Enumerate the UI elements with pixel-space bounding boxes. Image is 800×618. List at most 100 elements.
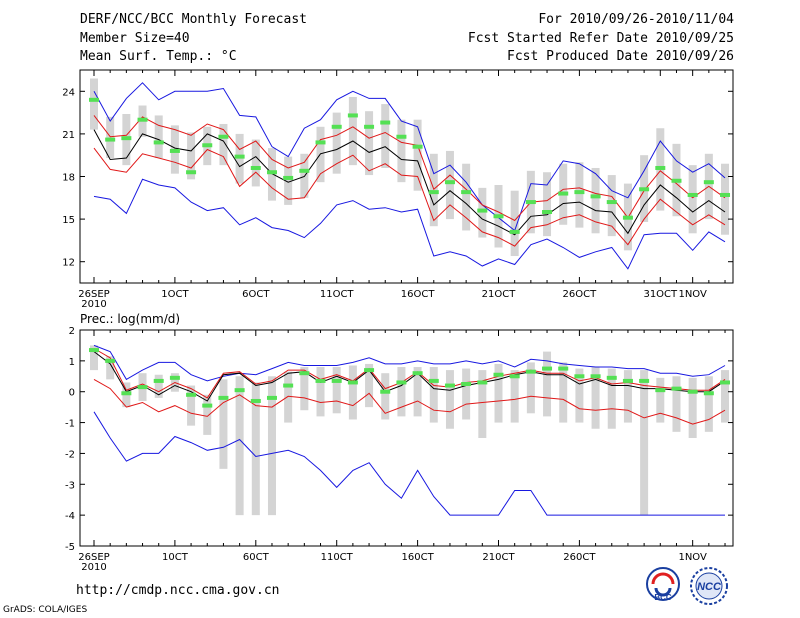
x-tick-year: 2010 <box>81 299 106 310</box>
median-marker <box>250 398 261 403</box>
median-marker <box>509 374 520 379</box>
ensemble-box <box>154 374 163 398</box>
x-tick-label: 1NOV <box>678 289 707 300</box>
y-tick-label: -4 <box>65 511 75 522</box>
median-marker <box>493 372 504 377</box>
ensemble-box <box>219 123 228 166</box>
y-tick-label: 0 <box>69 388 75 399</box>
plot-frame-0 <box>79 69 734 284</box>
ensemble-box <box>267 376 276 516</box>
ensemble-box <box>106 116 115 159</box>
ensemble-box <box>365 111 374 176</box>
ncc-logo: NCC <box>690 567 728 605</box>
ensemble-box <box>429 367 438 423</box>
y-tick-label: 15 <box>62 215 75 226</box>
median-marker <box>202 403 213 408</box>
ensemble-box <box>445 370 454 429</box>
median-marker <box>315 378 326 383</box>
median-marker <box>121 391 132 396</box>
median-marker <box>153 378 164 383</box>
ensemble-box <box>267 148 276 201</box>
ensemble-box <box>203 394 212 435</box>
x-tick-label: 260CT <box>563 552 596 563</box>
ensemble-box <box>365 363 374 408</box>
median-marker <box>509 229 520 234</box>
x-tick-label: 26SEP <box>78 552 109 563</box>
median-marker <box>347 113 358 118</box>
median-marker <box>89 348 99 353</box>
ensemble-box <box>640 370 649 516</box>
median-marker <box>687 389 698 394</box>
ensemble-box <box>348 96 357 166</box>
ensemble-box <box>526 362 535 414</box>
ensemble-box <box>721 370 730 423</box>
ensemble-box <box>284 371 293 423</box>
median-marker <box>428 378 439 383</box>
ensemble-box <box>543 172 552 237</box>
ensemble-box <box>251 139 260 187</box>
median-marker <box>639 378 650 383</box>
ensemble-box <box>591 367 600 429</box>
median-marker <box>542 210 553 214</box>
ensemble-box <box>316 367 325 417</box>
x-tick-label: 160CT <box>402 552 435 563</box>
y-tick-label: 21 <box>62 130 75 141</box>
median-marker <box>218 395 229 400</box>
panel-title: Prec.: log(mm/d) <box>80 312 180 326</box>
ensemble-box <box>284 156 293 205</box>
mean-plus-sd-line <box>93 348 726 399</box>
median-marker <box>477 208 488 213</box>
median-marker <box>720 192 731 197</box>
ensemble-box <box>462 163 471 231</box>
ensemble-box <box>623 370 632 423</box>
ensemble-box <box>688 377 697 438</box>
median-marker <box>703 180 714 185</box>
ensemble-box <box>397 367 406 417</box>
median-marker <box>202 143 213 148</box>
median-marker <box>137 385 148 390</box>
median-marker <box>428 190 439 195</box>
y-tick-label: 12 <box>62 258 75 269</box>
mean-line <box>93 351 726 402</box>
median-marker <box>234 388 245 393</box>
member-size-label: Member Size=40 <box>80 31 190 46</box>
median-marker <box>283 175 294 180</box>
median-marker <box>283 383 294 388</box>
median-marker <box>364 368 375 373</box>
x-tick-label: 26OCT <box>563 289 598 300</box>
median-marker <box>266 170 277 175</box>
ensemble-box <box>235 133 244 184</box>
ensemble-box <box>510 190 519 257</box>
ensemble-box <box>251 382 260 516</box>
variable-label: Mean Surf. Temp.: °C <box>80 49 237 64</box>
median-marker <box>331 124 342 129</box>
source-url[interactable]: http://cmdp.ncc.cma.gov.cn <box>76 583 280 598</box>
median-marker <box>558 366 569 371</box>
ensemble-box <box>656 377 665 423</box>
x-tick-label: 1OCT <box>161 289 189 300</box>
median-marker <box>266 395 277 400</box>
median-marker <box>105 137 116 142</box>
y-tick-label: -1 <box>65 419 75 430</box>
median-marker <box>655 388 666 393</box>
median-marker <box>137 117 148 122</box>
plot-frame-1 <box>79 329 734 547</box>
ensemble-box <box>494 363 503 423</box>
median-marker <box>186 392 197 397</box>
ensemble-box <box>332 367 341 414</box>
bcc-logo-text: BCC <box>654 593 672 602</box>
x-tick-label: 1NOV <box>678 552 707 563</box>
forecast-started-date: Fcst Started Refer Date 2010/09/25 <box>467 31 734 46</box>
median-marker <box>234 154 245 159</box>
ensemble-box <box>721 163 730 235</box>
median-marker <box>461 382 472 386</box>
y-tick-label: 18 <box>62 173 75 184</box>
ensemble-box <box>688 165 697 234</box>
ensemble-box <box>575 368 584 423</box>
median-marker <box>622 215 633 220</box>
ensemble-box <box>429 153 438 227</box>
median-marker <box>412 144 423 149</box>
median-marker <box>590 374 601 379</box>
forecast-produced-date: Fcst Produced Date 2010/09/26 <box>507 49 734 64</box>
median-marker <box>542 366 553 371</box>
